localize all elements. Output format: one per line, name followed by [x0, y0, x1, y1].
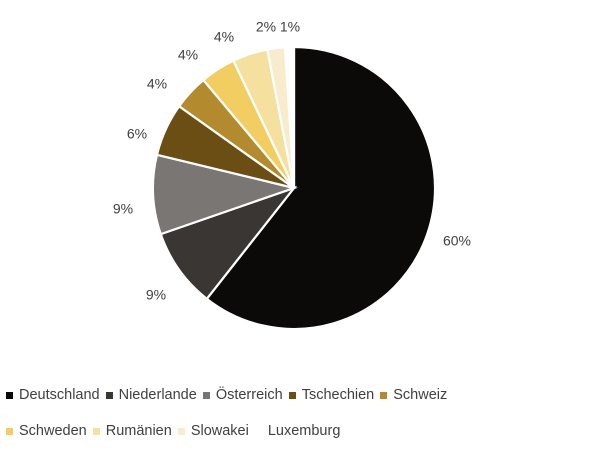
data-label-tschechien: 6%: [127, 126, 147, 142]
legend-label: Slowakei: [190, 423, 249, 439]
legend-swatch: [380, 391, 388, 399]
data-label-deutschland: 60%: [443, 233, 471, 249]
legend-row: Deutschland Niederlande Österreich Tschechi…: [6, 383, 591, 407]
data-label-niederlande: 9%: [146, 287, 166, 303]
pie-chart-svg: 60% 9% 9% 6% 4% 4% 4% 2% 1%: [113, 19, 471, 331]
legend-label: Luxemburg: [267, 423, 341, 439]
pie-slice-luxemburg: [283, 45, 296, 189]
chart-legend: Deutschland Niederlande Österreich Tschechi…: [6, 383, 591, 455]
legend-item: Rumänien: [92, 423, 172, 439]
legend-label: Österreich: [215, 387, 283, 403]
legend-label: Schweden: [19, 423, 87, 439]
legend-item: Luxemburg: [254, 423, 341, 439]
legend-swatch: [6, 391, 13, 399]
data-label-luxemburg: 1%: [280, 19, 300, 35]
legend-item: Tschechien: [288, 387, 375, 403]
legend-label: Rumänien: [105, 423, 172, 439]
legend-swatch: [177, 427, 185, 435]
legend-label: Deutschland: [19, 387, 100, 403]
legend-swatch: [288, 391, 296, 399]
data-label-rumänien: 4%: [214, 29, 234, 45]
pie-slice-österreich: [151, 153, 298, 236]
legend-row: Schweden Rumänien Slowakei Luxemburg: [6, 419, 591, 443]
legend-item: Schweden: [6, 423, 87, 439]
legend-swatch: [6, 427, 13, 435]
legend-item: Niederlande: [105, 387, 197, 403]
legend-swatch: [92, 427, 100, 435]
data-label-schweden: 4%: [178, 47, 198, 63]
legend-item: Schweiz: [380, 387, 447, 403]
pie-chart: 60% 9% 9% 6% 4% 4% 4% 2% 1%: [113, 19, 471, 331]
legend-item: Deutschland: [6, 387, 100, 403]
pie-slice-niederlande: [159, 185, 298, 301]
legend-swatch: [202, 391, 210, 399]
data-label-schweiz: 4%: [147, 76, 167, 92]
legend-label: Niederlande: [118, 387, 197, 403]
legend-label: Schweiz: [393, 387, 448, 403]
legend-item: Österreich: [202, 387, 283, 403]
legend-label: Tschechien: [301, 387, 375, 403]
data-label-slowakei: 2%: [256, 19, 276, 35]
legend-item: Slowakei: [177, 423, 249, 439]
data-label-österreich: 9%: [113, 201, 133, 217]
legend-swatch: [254, 427, 262, 435]
pie-slice-deutschland: [205, 45, 437, 331]
legend-swatch: [105, 391, 113, 399]
